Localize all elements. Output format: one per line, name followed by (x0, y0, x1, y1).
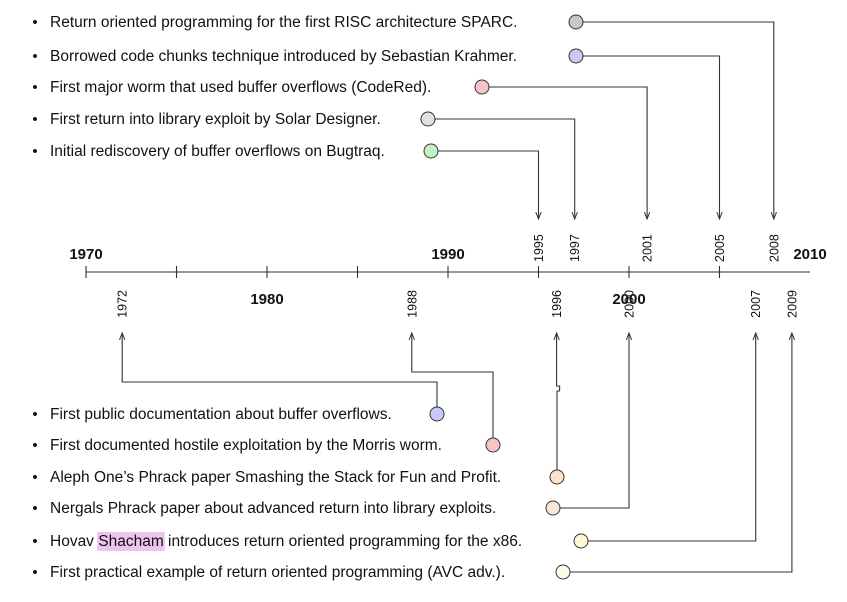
bottom-event-text: First public documentation about buffer … (50, 406, 392, 423)
event-marker (420, 111, 436, 127)
bottom-event-text: Hovav Shacham introduces return oriented… (50, 533, 522, 550)
bottom-connector (412, 333, 494, 438)
bullet: • (32, 14, 37, 31)
year-label: 2007 (749, 290, 763, 318)
top-event-text: Return oriented programming for the firs… (50, 14, 517, 31)
event-marker (568, 48, 584, 64)
year-label: 2001 (641, 234, 655, 262)
bullet: • (32, 406, 37, 423)
decade-label: 1980 (250, 291, 283, 308)
top-event-text: First major worm that used buffer overfl… (50, 79, 431, 96)
top-connector (583, 21, 774, 219)
year-label: 2005 (713, 234, 727, 262)
decade-label: 2010 (793, 246, 826, 263)
bottom-connector (570, 333, 792, 573)
event-marker (429, 406, 445, 422)
bottom-connector (560, 333, 629, 509)
top-connector (489, 86, 647, 219)
bottom-connector (557, 333, 561, 470)
bullet: • (32, 469, 37, 486)
year-label: 1997 (568, 234, 582, 262)
event-marker (423, 143, 439, 159)
highlighted-word: Shacham (98, 533, 163, 550)
bullet: • (32, 111, 37, 128)
year-label: 1995 (532, 234, 546, 262)
decade-label: 1990 (431, 246, 464, 263)
year-label: 1988 (405, 290, 419, 318)
bottom-events: • First public documentation about buffer… (32, 290, 799, 581)
year-label: 2000 (623, 290, 637, 318)
decade-label: 2000 (612, 291, 645, 308)
bottom-event-text: Aleph One’s Phrack paper Smashing the St… (50, 469, 501, 486)
bottom-event-text: Nergals Phrack paper about advanced retu… (50, 500, 496, 517)
event-marker (485, 437, 501, 453)
top-event-text: Borrowed code chunks technique introduce… (50, 48, 517, 65)
event-marker (474, 79, 490, 95)
top-connector (583, 55, 720, 219)
bullet: • (32, 564, 37, 581)
bullet: • (32, 500, 37, 517)
bullet: • (32, 143, 37, 160)
year-label: 1972 (116, 290, 130, 318)
event-marker (555, 564, 571, 580)
year-label: 2009 (785, 290, 799, 318)
bullet: • (32, 533, 37, 550)
event-marker (545, 500, 561, 516)
bottom-connector (588, 333, 756, 542)
top-connector (438, 150, 539, 219)
event-marker (549, 469, 565, 485)
top-connector (435, 118, 575, 219)
top-event-text: First return into library exploit by Sol… (50, 111, 381, 128)
event-marker (573, 533, 589, 549)
timeline-axis: 1970 1980 1990 2000 2010 (69, 246, 826, 308)
connectors (122, 21, 792, 573)
year-label: 1996 (550, 290, 564, 318)
bottom-connector (122, 333, 438, 407)
event-marker (568, 14, 584, 30)
top-events: • Return oriented programming for the fir… (32, 14, 781, 262)
bottom-event-text: First practical example of return orient… (50, 564, 505, 581)
bottom-event-text: First documented hostile exploitation by… (50, 437, 442, 454)
bullet: • (32, 48, 37, 65)
year-label: 2008 (767, 234, 781, 262)
bullet: • (32, 437, 37, 454)
bullet: • (32, 79, 37, 96)
top-event-text: Initial rediscovery of buffer overflows … (50, 143, 385, 160)
decade-label: 1970 (69, 246, 102, 263)
highlight-box (97, 532, 165, 551)
